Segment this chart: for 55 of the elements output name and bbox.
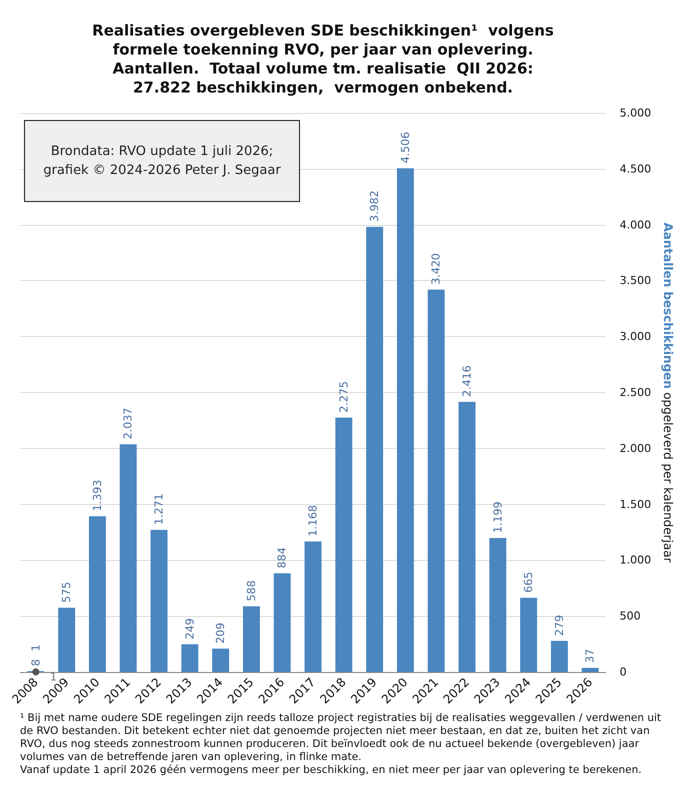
y-tick-label: 2.000 [620,442,652,455]
y-tick-label: 1.500 [620,498,652,511]
bar [304,541,322,672]
data-label: 279 [552,614,566,636]
bar [428,290,445,672]
y-tick-label: 0 [620,666,627,679]
data-label: 4.506 [398,132,412,164]
bar [458,402,476,672]
y-tick-label: 500 [620,610,641,623]
bar [58,608,76,672]
y-tick-label: 2.500 [620,386,652,400]
chart-title: Realisaties overgebleven SDE beschikkingen¹ volgens formele toekenning RVO, per jaar van oplevering. Aantallen. Totaal volume tm. realisatie QII 2026: 27.822 beschikkingen, vermogen onbekend. [92,22,554,96]
y-tick-label: 5.000 [620,106,652,120]
bar [88,516,106,672]
y-tick-label: 4.000 [620,218,652,232]
text: Vanaf update 1 april 2026 géén vermogens meer per beschikking, en niet meer per jaar van oplevering te berekenen. [20,764,643,777]
bar [335,418,352,672]
data-label: 1.168 [306,504,320,536]
y-tick-label: 4.500 [620,162,652,176]
bar [212,648,230,672]
data-label: 249 [183,618,196,640]
bar [396,168,414,672]
source-box: Brondata: RVO update 1 juli 2026; grafiek © 2024-2026 Peter J. Segaar [24,120,300,202]
data-label: 8 [29,659,42,666]
data-label: 665 [522,572,536,593]
data-label: 3.420 [430,253,443,285]
data-label: 2.416 [460,365,474,397]
bar [489,538,506,672]
data-label: 575 [60,582,74,603]
data-label: 3.982 [368,190,382,222]
data-label: 588 [244,580,258,602]
data-label: 884 [276,547,289,568]
data-label: 2.275 [337,381,350,413]
y-tick-label: 1.000 [620,554,652,567]
data-label: 1.393 [90,480,104,512]
bar [366,226,384,672]
data-label: 1.199 [491,501,504,533]
bar [181,644,198,672]
data-label: 1 [29,644,42,652]
bar [582,668,599,672]
bar [242,606,260,672]
bar [150,530,168,672]
data-label: 209 [214,622,228,644]
y-tick-label: 3.000 [620,330,652,344]
y-axis-title: Aantallen beschikkingen opgeleverd per kalenderjaar [661,222,675,563]
data-label: 2.037 [122,408,135,440]
annotation: 1 [50,670,57,684]
bar [520,598,538,672]
bar [550,640,568,672]
bar [120,444,137,672]
data-label: 37 [584,648,597,663]
bar [274,573,291,672]
y-tick-label: 3.500 [620,274,652,288]
text: ¹ Bij met name oudere SDE regelingen zijn reeds talloze project registraties bij de realisaties weggevallen / verdwenen uit de RVO bestanden. Dit betekent echter niet dat genoemde projecten niet meer bestaan, en dat ze, buiten het zicht van RVO, dus nog steeds zonnestroom kunnen produceren. Dit beïnvloedt ook de nu actueel bekende (overgebleven) jaar volumes van de betreffende jaren van oplevering, in flinke mate. [20,712,662,764]
data-label: 1.271 [152,493,166,525]
